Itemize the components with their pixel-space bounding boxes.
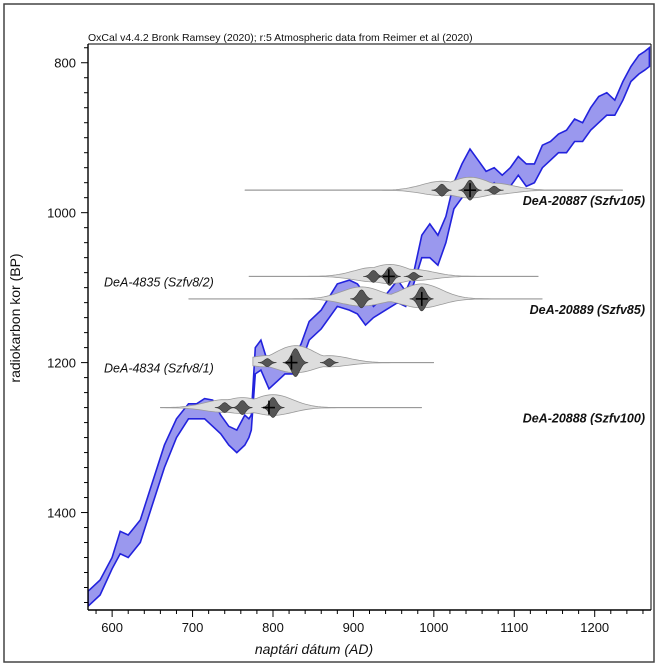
sample-label: DeA-4834 (Szfv8/1) [104, 362, 214, 376]
sample-posterior-peak [483, 185, 504, 195]
sample-label: DeA-4835 (Szfv8/2) [104, 275, 214, 289]
sample-posterior-peak [350, 289, 373, 309]
y-tick-label: 1000 [47, 206, 76, 221]
y-tick-label: 800 [54, 56, 76, 71]
x-tick-label: 1200 [580, 620, 609, 635]
sample-posterior-peak [257, 358, 277, 367]
sample-label: DeA-20887 (Szfv105) [523, 194, 645, 208]
x-axis-label: naptári dátum (AD) [255, 641, 373, 657]
sample-posterior-peak [231, 400, 253, 415]
sample-label: DeA-20889 (Szfv85) [530, 303, 645, 317]
chart-header: OxCal v4.4.2 Bronk Ramsey (2020); r:5 At… [88, 32, 473, 44]
x-tick-label: 1000 [419, 620, 448, 635]
x-tick-label: 800 [262, 620, 284, 635]
y-axis-label: radiokarbon kor (BP) [7, 253, 23, 382]
outer-border [3, 3, 655, 663]
x-tick-label: 1100 [500, 620, 528, 635]
sample-likelihood [244, 176, 622, 199]
sample-posterior-peak [431, 183, 452, 197]
x-tick-label: 600 [101, 620, 123, 635]
sample-posterior-peak [403, 272, 423, 281]
y-tick-label: 1200 [47, 356, 76, 371]
plot-area: DeA-20887 (Szfv105) DeA-4835 (Szfv8/2) DeA… [47, 43, 652, 635]
y-tick-label: 1400 [47, 506, 76, 521]
sample-posterior-peak [319, 358, 339, 367]
x-tick-label: 700 [182, 620, 204, 635]
x-tick-label: 900 [343, 620, 365, 635]
sample-label: DeA-20888 (Szfv100) [523, 412, 645, 426]
